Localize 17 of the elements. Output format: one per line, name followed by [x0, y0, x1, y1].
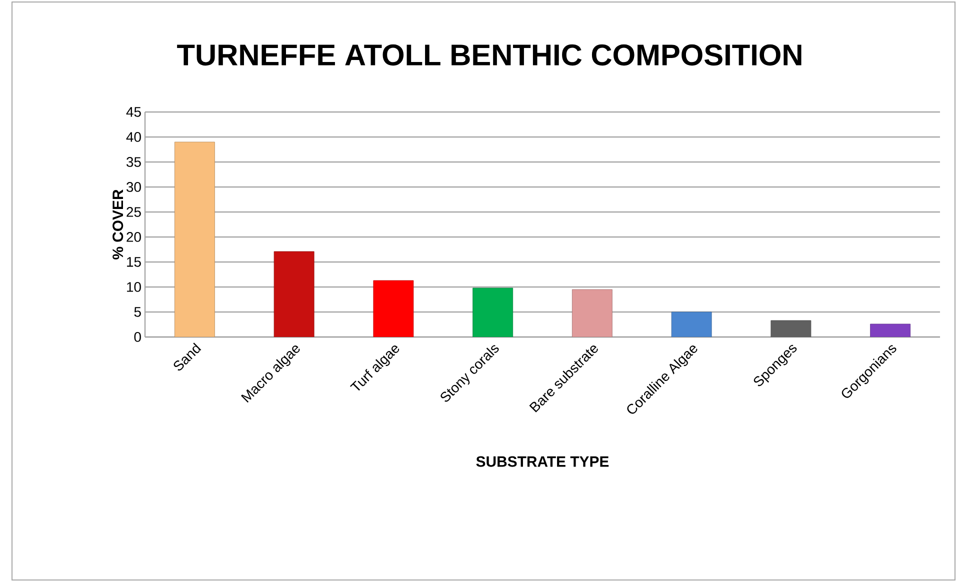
- y-tick-label: 20: [126, 232, 141, 242]
- y-tick-label: 0: [134, 332, 141, 342]
- y-tick-label: 30: [126, 182, 141, 192]
- y-tick-label: 5: [134, 307, 141, 317]
- bar: [671, 312, 712, 337]
- x-axis-title: SUBSTRATE TYPE: [476, 456, 609, 467]
- y-tick-label: 15: [127, 257, 141, 267]
- y-tick-label: 25: [126, 207, 141, 217]
- bar: [174, 142, 215, 337]
- y-tick-label: 40: [126, 132, 141, 142]
- y-axis-title: % COVER: [112, 190, 124, 260]
- bar: [373, 280, 414, 337]
- y-tick-label: 10: [127, 282, 141, 292]
- y-tick-label: 35: [126, 157, 141, 167]
- y-tick-label: 45: [126, 107, 141, 117]
- bar: [870, 324, 911, 337]
- chart-title: TURNEFFE ATOLL BENTHIC COMPOSITION: [177, 44, 802, 66]
